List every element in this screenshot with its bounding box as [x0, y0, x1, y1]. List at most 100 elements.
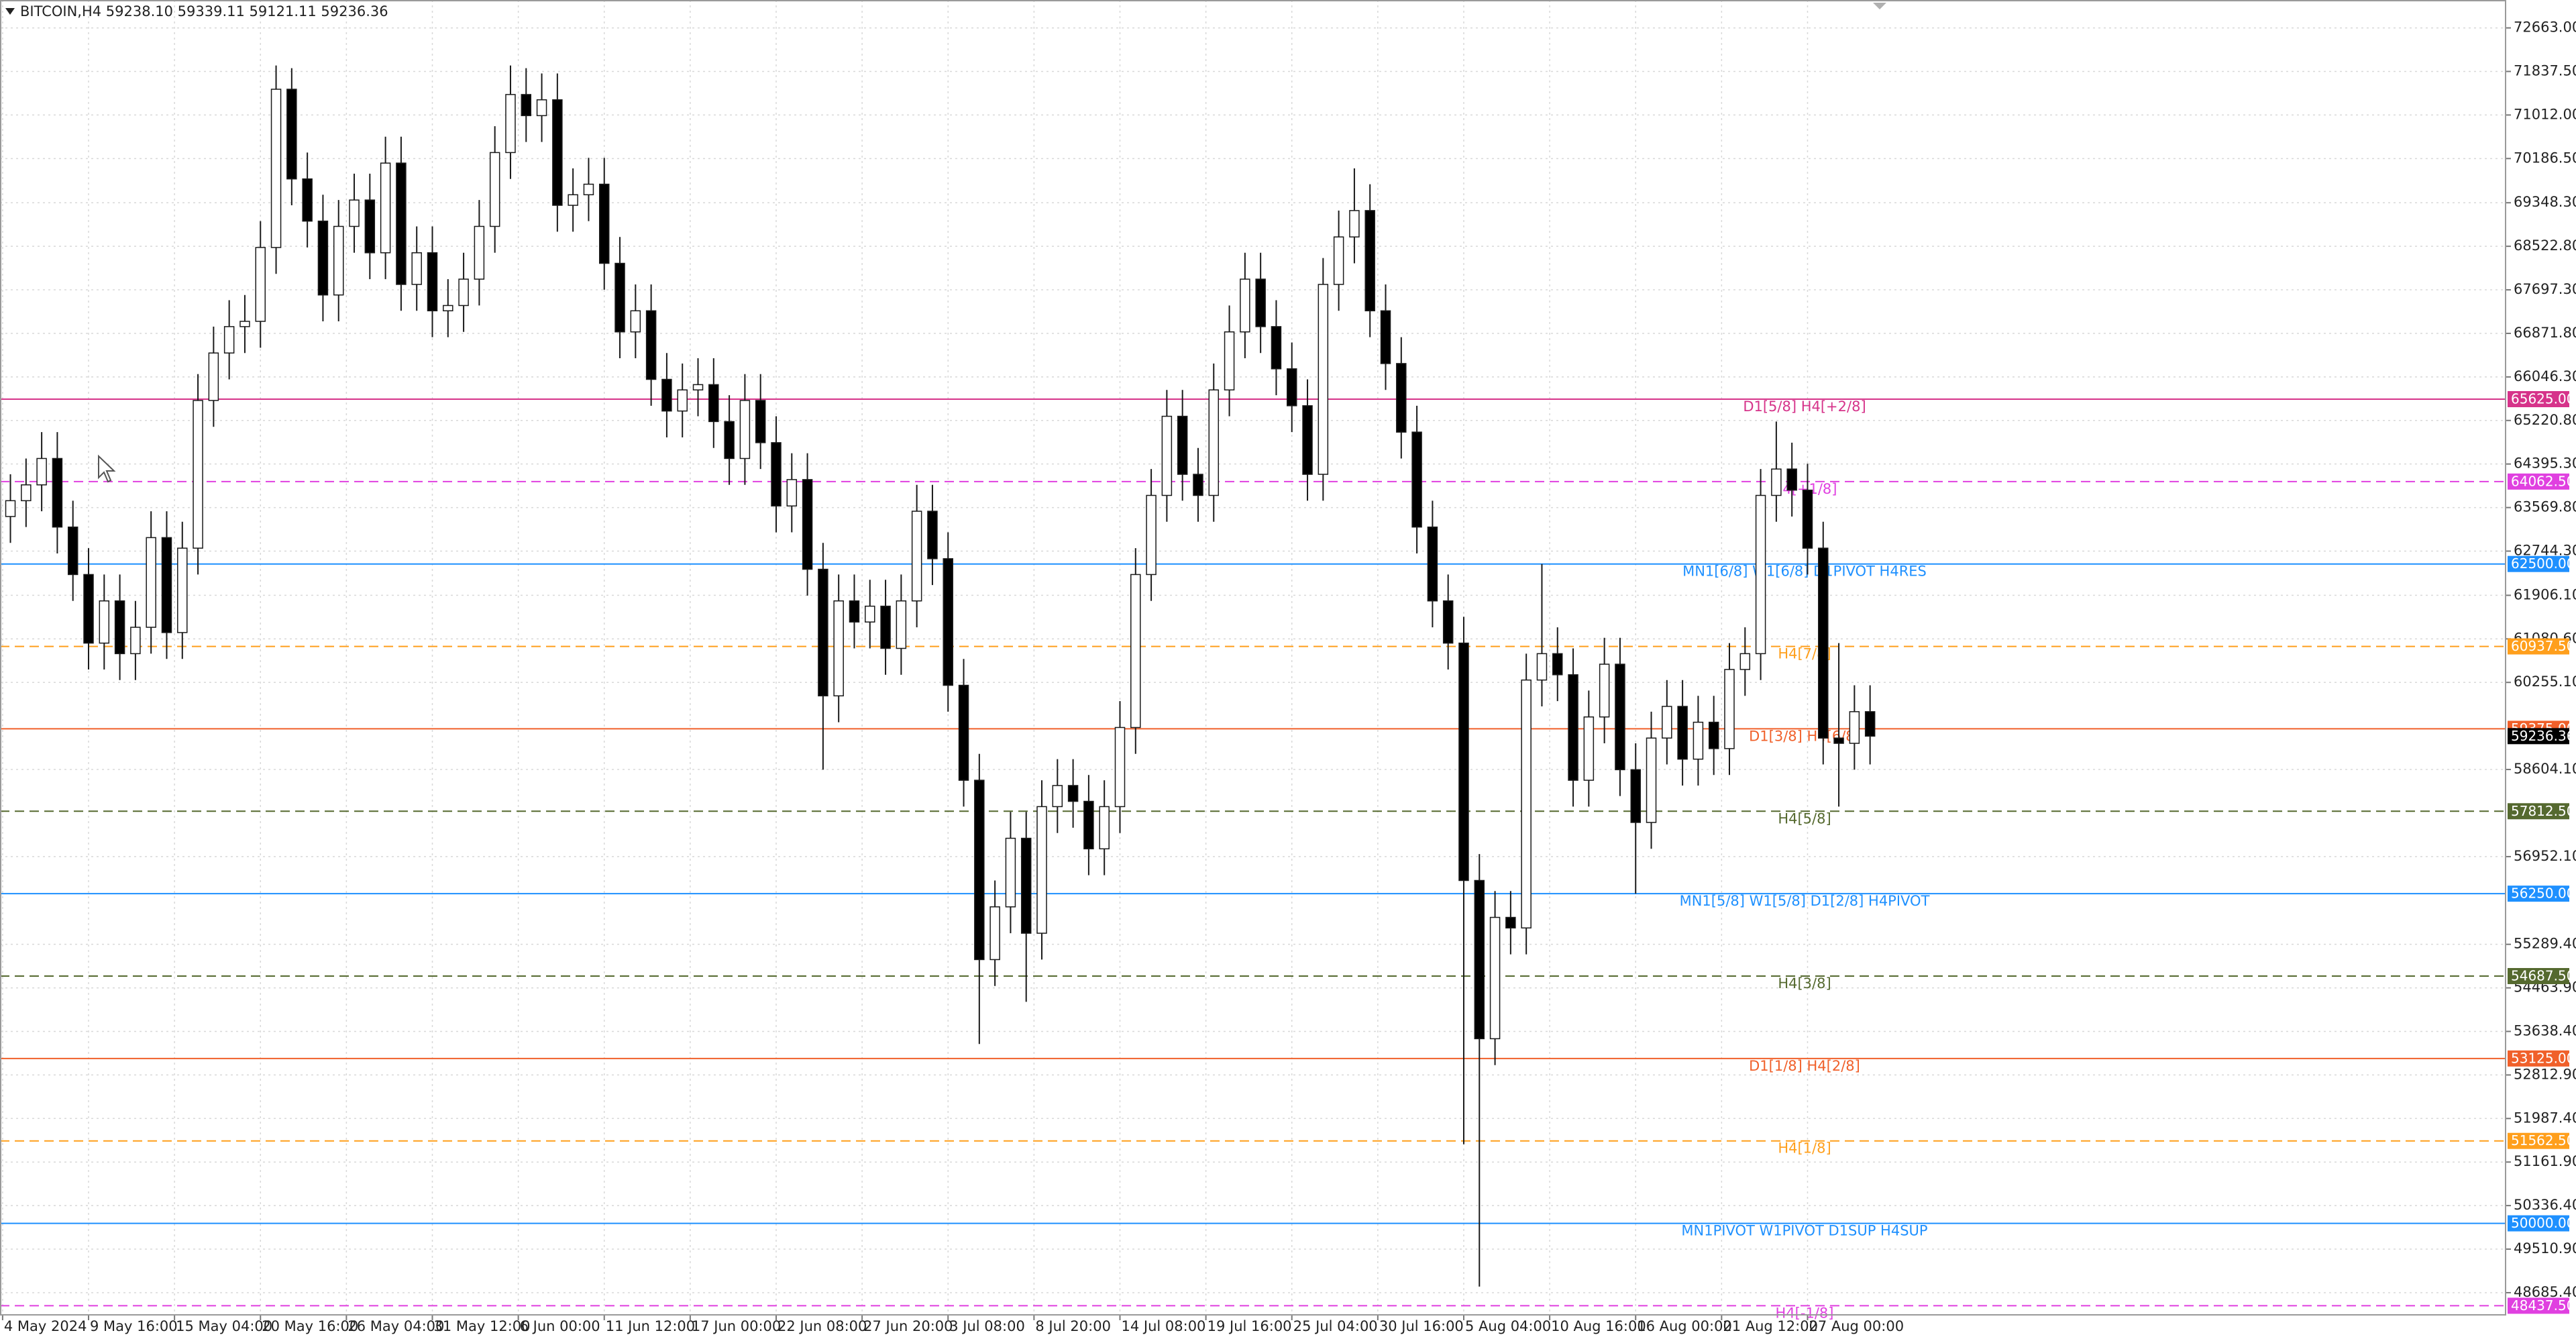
candle-body — [317, 220, 329, 296]
y-tick-label: 53638.40 — [2514, 1022, 2576, 1038]
candle-body — [1255, 278, 1266, 327]
candle-body — [474, 225, 485, 280]
candle-body — [1240, 278, 1250, 333]
candle-body — [193, 400, 203, 549]
candle-body — [927, 511, 938, 559]
candle-body — [583, 183, 594, 196]
level-price-box — [2508, 555, 2569, 572]
candle-body — [1302, 405, 1313, 475]
level-price-box — [2508, 803, 2569, 820]
candle-body — [1130, 574, 1141, 729]
y-tick-label: 56952.10 — [2514, 848, 2576, 864]
y-tick-label: 52812.90 — [2514, 1066, 2576, 1082]
candle-body — [161, 537, 172, 633]
level-name: H4[3/8] — [1778, 975, 1831, 992]
candle-body — [349, 199, 360, 227]
candle-body — [1271, 326, 1282, 370]
candle-body — [505, 94, 516, 154]
candle-body — [1349, 210, 1360, 237]
level-price-label: 53125.00 — [2511, 1050, 2575, 1066]
level-price-box — [2508, 473, 2569, 490]
grid — [0, 0, 2506, 1315]
level-price-box — [2508, 1132, 2569, 1149]
candle-body — [1818, 547, 1829, 739]
y-tick-label: 66871.80 — [2514, 325, 2576, 341]
level-price-label: 50000.00 — [2511, 1215, 2575, 1231]
menu-arrow — [5, 8, 15, 15]
y-tick-label: 72663.00 — [2514, 19, 2576, 36]
candle-body — [286, 89, 297, 180]
candle-body — [1677, 706, 1688, 760]
level-price-label: 51562.50 — [2511, 1132, 2575, 1148]
x-tick-label: 11 Jun 12:00 — [606, 1318, 695, 1334]
candle-body — [67, 526, 78, 576]
candle-body — [1052, 785, 1063, 808]
candle-body — [146, 537, 156, 628]
candle-body — [1036, 806, 1047, 934]
level-price-label: 65625.00 — [2511, 390, 2575, 407]
y-tick-label: 68522.80 — [2514, 237, 2576, 254]
candle-body — [83, 574, 94, 644]
candle-body — [1568, 674, 1578, 781]
candle-body — [1693, 721, 1704, 760]
level-price-box — [2508, 968, 2569, 985]
x-tick-label: 5 Aug 04:00 — [1465, 1318, 1551, 1334]
chart-title: BITCOIN,H4 59238.10 59339.11 59121.11 59… — [20, 3, 388, 19]
candle-body — [630, 310, 641, 333]
candle-body — [208, 352, 219, 401]
x-tick-label: 17 Jun 00:00 — [692, 1318, 781, 1334]
candle-body — [896, 600, 907, 649]
y-tick-label: 64395.30 — [2514, 456, 2576, 472]
candle-body — [755, 400, 766, 443]
y-tick-label: 65220.80 — [2514, 412, 2576, 428]
y-tick-label: 51987.40 — [2514, 1110, 2576, 1126]
candle-body — [692, 384, 704, 390]
level-price-box — [2508, 1050, 2569, 1067]
candle-body — [1067, 785, 1079, 802]
x-tick-label: 10 Aug 16:00 — [1551, 1318, 1646, 1334]
level-price-box — [2508, 638, 2569, 655]
candle-body — [911, 511, 922, 602]
x-tick-label: 4 May 2024 — [4, 1318, 87, 1334]
level-price-box — [2508, 390, 2569, 407]
candle-body — [1615, 663, 1625, 771]
y-tick-label: 63569.80 — [2514, 499, 2576, 515]
candle-body — [1193, 474, 1203, 496]
x-tick-label: 16 Aug 00:00 — [1637, 1318, 1732, 1334]
level-price-label: 60937.50 — [2511, 638, 2575, 654]
level-price-label: 56250.00 — [2511, 886, 2575, 902]
level-price-label: 54687.50 — [2511, 968, 2575, 984]
candle-body — [958, 684, 969, 781]
x-tick-label: 6 Jun 00:00 — [520, 1318, 600, 1334]
level-name: D1[5/8] H4[+2/8] — [1743, 398, 1866, 415]
candle-body — [1380, 310, 1391, 364]
candle-body — [364, 199, 376, 254]
x-tick-label: 21 Aug 12:00 — [1723, 1318, 1818, 1334]
cursor — [98, 454, 116, 483]
y-tick-label: 67697.30 — [2514, 281, 2576, 297]
candle-body — [1114, 727, 1126, 808]
candle-body — [802, 479, 813, 570]
x-tick-label: 9 May 16:00 — [90, 1318, 178, 1334]
candle-body — [708, 384, 719, 423]
candle-body — [1208, 389, 1220, 496]
level-price-label: 48437.50 — [2511, 1297, 2575, 1314]
candle-body — [552, 99, 563, 206]
candle-body — [333, 225, 344, 296]
level-price-label: 64062.50 — [2511, 473, 2575, 489]
candle-body — [1020, 837, 1032, 934]
candle-body — [786, 479, 798, 506]
candle-body — [1489, 916, 1501, 1040]
candle-body — [1662, 706, 1672, 739]
candle-body — [130, 627, 141, 655]
candle-body — [427, 252, 438, 312]
level-price-box — [2508, 1297, 2569, 1314]
x-tick-label: 27 Jun 20:00 — [863, 1318, 953, 1334]
last-price-label: 59236.36 — [2511, 728, 2575, 744]
candle-body — [568, 194, 578, 206]
y-tick-label: 66046.30 — [2514, 368, 2576, 384]
candle-body — [1755, 494, 1766, 655]
price-axis: 72663.00 71837.50 71012.00 70186.50 69348.30… — [1, 19, 2576, 1334]
candle-body — [5, 500, 16, 517]
